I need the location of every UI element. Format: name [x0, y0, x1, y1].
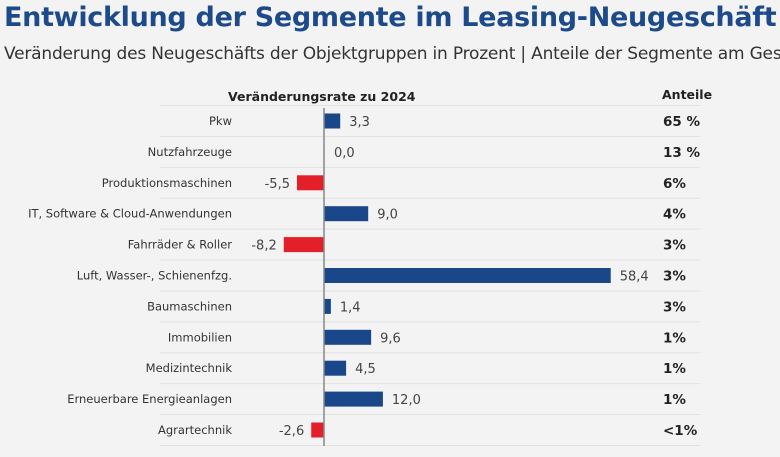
data-label: 3,3 [349, 115, 370, 130]
data-label: -8,2 [251, 239, 276, 254]
category-label: Produktionsmaschinen [102, 176, 232, 190]
share-label: <1% [663, 423, 698, 439]
data-label: 4,5 [355, 362, 376, 377]
category-label: Immobilien [168, 330, 232, 344]
share-label: 6% [663, 176, 686, 192]
share-label: 1% [663, 392, 686, 408]
bar [324, 329, 372, 345]
data-label: 58,4 [620, 270, 649, 285]
shares-header: Anteile [662, 87, 712, 102]
bar [324, 206, 369, 222]
data-label: 1,4 [340, 300, 361, 315]
share-label: 4% [663, 207, 686, 223]
bar [324, 113, 341, 129]
share-label: 1% [663, 330, 686, 346]
category-label: Medizintechnik [146, 361, 233, 375]
share-label: 1% [663, 361, 686, 377]
share-label: 65 % [663, 114, 700, 130]
share-label: 13 % [663, 145, 700, 161]
bar [324, 391, 383, 407]
bar [296, 175, 324, 191]
category-label: Pkw [209, 114, 232, 128]
category-label: Nutzfahrzeuge [148, 145, 232, 159]
category-label: Fahrräder & Roller [128, 238, 233, 252]
category-label: Erneuerbare Energieanlagen [67, 392, 232, 406]
share-label: 3% [663, 269, 686, 285]
bar [324, 360, 347, 376]
axis-title: Veränderungsrate zu 2024 [228, 89, 416, 104]
chart-title: Entwicklung der Segmente im Leasing-Neug… [4, 2, 777, 33]
data-label: 9,0 [377, 208, 398, 223]
share-label: 3% [663, 238, 686, 254]
data-label: -5,5 [265, 177, 290, 192]
bar [311, 422, 324, 438]
category-label: IT, Software & Cloud-Anwendungen [28, 207, 232, 221]
chart-subtitle: Veränderung des Neugeschäfts der Objektg… [4, 44, 780, 64]
category-label: Luft, Wasser-, Schienenfzg. [77, 269, 232, 283]
bar [324, 268, 611, 283]
data-label: 0,0 [334, 146, 355, 161]
bar [324, 298, 331, 314]
category-label: Baumaschinen [147, 299, 232, 313]
data-label: 9,6 [380, 331, 401, 346]
bar [283, 237, 324, 253]
share-label: 3% [663, 299, 686, 315]
data-label: -2,6 [279, 424, 304, 439]
category-label: Agrartechnik [158, 423, 232, 437]
data-label: 12,0 [392, 393, 421, 408]
